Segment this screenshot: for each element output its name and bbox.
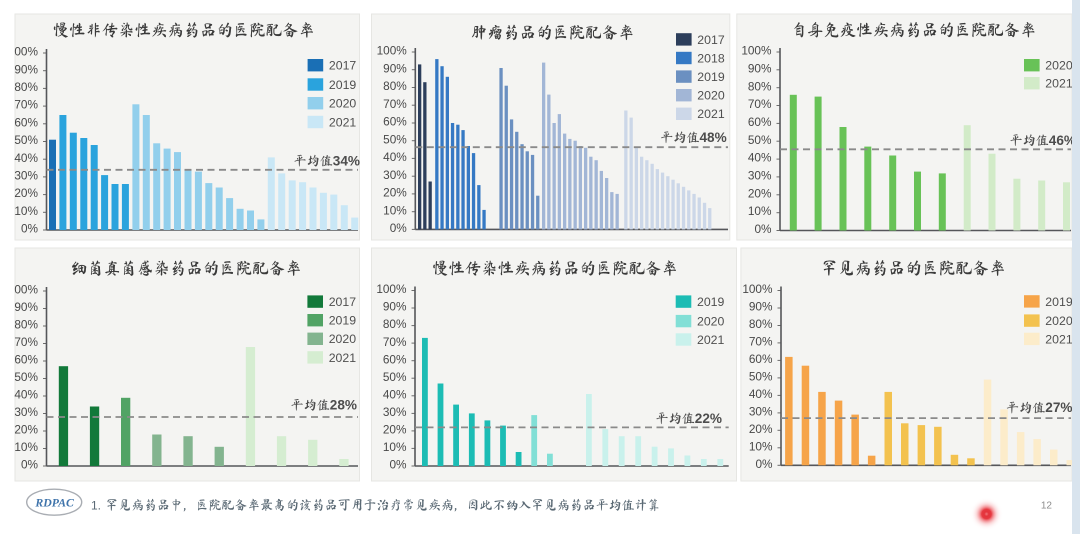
svg-text:30%: 30%: [383, 405, 407, 419]
svg-text:50%: 50%: [14, 133, 38, 147]
svg-text:30%: 30%: [14, 405, 38, 419]
svg-text:100%: 100%: [741, 44, 772, 58]
svg-text:00%: 00%: [14, 45, 38, 59]
svg-text:90%: 90%: [749, 300, 773, 314]
svg-text:50%: 50%: [748, 133, 772, 147]
svg-text:2020: 2020: [329, 97, 357, 111]
svg-text:30%: 30%: [14, 169, 38, 183]
svg-text:2019: 2019: [1045, 295, 1073, 309]
svg-text:10%: 10%: [14, 440, 38, 454]
svg-text:RDPAC: RDPAC: [34, 496, 74, 510]
svg-text:0%: 0%: [21, 222, 39, 236]
svg-text:50%: 50%: [749, 370, 773, 384]
svg-text:0%: 0%: [755, 457, 773, 471]
svg-text:28%: 28%: [330, 398, 357, 413]
svg-text:40%: 40%: [14, 151, 38, 165]
svg-text:70%: 70%: [383, 97, 407, 111]
svg-text:30%: 30%: [383, 168, 407, 182]
svg-text:60%: 60%: [383, 352, 407, 366]
svg-text:70%: 70%: [14, 335, 38, 349]
svg-text:10%: 10%: [383, 203, 407, 217]
svg-text:70%: 70%: [748, 97, 772, 111]
svg-text:70%: 70%: [14, 98, 38, 112]
svg-text:80%: 80%: [14, 80, 38, 94]
svg-text:90%: 90%: [14, 62, 38, 76]
svg-text:2021: 2021: [1045, 77, 1073, 91]
svg-text:2017: 2017: [329, 295, 357, 309]
svg-text:90%: 90%: [748, 61, 772, 75]
svg-text:1.: 1.: [91, 499, 101, 513]
svg-text:00%: 00%: [14, 283, 38, 297]
svg-text:0%: 0%: [390, 221, 408, 235]
svg-text:30%: 30%: [749, 405, 773, 419]
svg-text:30%: 30%: [748, 169, 772, 183]
svg-text:2017: 2017: [697, 33, 725, 47]
svg-text:20%: 20%: [383, 186, 407, 200]
svg-text:2019: 2019: [697, 70, 725, 84]
svg-text:10%: 10%: [383, 440, 407, 454]
svg-text:46%: 46%: [1049, 133, 1076, 148]
svg-text:60%: 60%: [749, 352, 773, 366]
svg-text:60%: 60%: [14, 353, 38, 367]
svg-text:2020: 2020: [697, 315, 725, 329]
svg-text:70%: 70%: [749, 335, 773, 349]
svg-text:100%: 100%: [742, 282, 773, 296]
svg-text:27%: 27%: [1045, 400, 1072, 415]
svg-text:20%: 20%: [748, 186, 772, 200]
svg-text:70%: 70%: [383, 335, 407, 349]
svg-text:60%: 60%: [748, 115, 772, 129]
svg-text:20%: 20%: [383, 423, 407, 437]
svg-text:80%: 80%: [749, 317, 773, 331]
svg-text:80%: 80%: [383, 79, 407, 93]
svg-text:60%: 60%: [383, 115, 407, 129]
svg-text:2019: 2019: [329, 78, 357, 92]
svg-text:10%: 10%: [748, 204, 772, 218]
svg-text:34%: 34%: [333, 153, 360, 168]
svg-text:90%: 90%: [14, 300, 38, 314]
svg-text:2020: 2020: [329, 332, 357, 346]
svg-text:2019: 2019: [697, 295, 725, 309]
svg-text:20%: 20%: [749, 422, 773, 436]
svg-text:2021: 2021: [697, 107, 725, 121]
svg-text:90%: 90%: [383, 61, 407, 75]
svg-text:2021: 2021: [697, 333, 725, 347]
svg-text:40%: 40%: [383, 387, 407, 401]
svg-text:60%: 60%: [14, 115, 38, 129]
svg-text:40%: 40%: [748, 151, 772, 165]
svg-text:90%: 90%: [383, 300, 407, 314]
svg-text:0%: 0%: [754, 222, 772, 236]
svg-text:80%: 80%: [748, 79, 772, 93]
svg-text:2020: 2020: [697, 89, 725, 103]
svg-text:0%: 0%: [389, 458, 407, 472]
svg-text:10%: 10%: [749, 439, 773, 453]
svg-text:2021: 2021: [329, 115, 357, 129]
svg-text:40%: 40%: [383, 150, 407, 164]
svg-text:48%: 48%: [699, 130, 726, 145]
svg-text:100%: 100%: [377, 44, 408, 58]
svg-text:12: 12: [1041, 501, 1053, 512]
svg-text:2021: 2021: [329, 351, 357, 365]
svg-text:2018: 2018: [697, 51, 725, 65]
svg-text:2020: 2020: [1045, 59, 1073, 73]
svg-text:80%: 80%: [14, 318, 38, 332]
svg-text:2021: 2021: [1045, 332, 1073, 346]
svg-text:100%: 100%: [376, 282, 407, 296]
svg-text:22%: 22%: [695, 411, 722, 426]
svg-text:80%: 80%: [383, 317, 407, 331]
svg-text:2017: 2017: [329, 59, 357, 73]
svg-text:10%: 10%: [14, 204, 38, 218]
svg-text:40%: 40%: [749, 387, 773, 401]
svg-text:40%: 40%: [14, 388, 38, 402]
svg-text:20%: 20%: [14, 186, 38, 200]
svg-text:50%: 50%: [383, 132, 407, 146]
svg-text:50%: 50%: [14, 370, 38, 384]
svg-text:50%: 50%: [383, 370, 407, 384]
svg-text:2020: 2020: [1045, 314, 1073, 328]
svg-text:0%: 0%: [21, 458, 39, 472]
svg-text:20%: 20%: [14, 423, 38, 437]
svg-text:2019: 2019: [329, 314, 357, 328]
